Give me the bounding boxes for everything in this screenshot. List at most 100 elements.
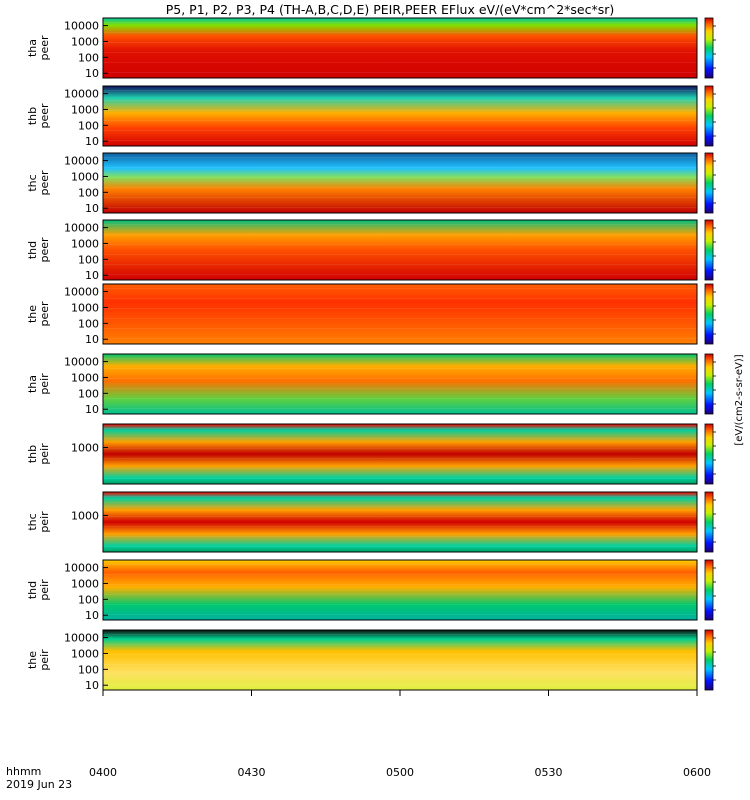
panel-tha-peer: 10 100 1000 10000 thapeer: [26, 17, 698, 80]
y-axis-label: thdpeir: [26, 579, 51, 601]
y-axis-label-line: peir: [38, 373, 51, 395]
texture-stripe: [103, 398, 697, 399]
texture-stripe: [103, 187, 697, 188]
texture-stripe: [103, 130, 697, 131]
texture-stripe: [103, 604, 697, 605]
y-tick-label: 1000: [71, 170, 99, 183]
texture-stripe: [103, 318, 697, 319]
colorbar: [704, 559, 716, 621]
colorbar-strip: [704, 423, 714, 485]
y-tick-label: 10000: [64, 20, 99, 33]
texture-stripe: [103, 526, 697, 527]
texture-stripe: [103, 644, 697, 645]
colorbar: [704, 423, 716, 485]
spectrogram-the-peer: [103, 284, 697, 344]
colorbar: [704, 353, 716, 415]
texture-stripe: [103, 264, 697, 265]
y-tick-label: 10: [85, 679, 99, 692]
panel-frame: [102, 85, 698, 147]
spectrogram-thd-peir: [103, 560, 697, 620]
colorbar: [704, 17, 716, 79]
colorbar: [704, 491, 716, 553]
y-axis-label-line: thd: [26, 241, 39, 259]
y-tick-label: 10000: [64, 562, 99, 575]
y-tick-label: 100: [78, 253, 99, 266]
texture-stripe: [103, 634, 697, 635]
x-tick-label: 0430: [238, 766, 266, 779]
y-axis-label-line: thc: [26, 174, 39, 191]
texture-stripe: [103, 458, 697, 459]
y-axis-label-line: peir: [38, 443, 51, 465]
texture-stripe: [103, 197, 697, 198]
y-axis-label-line: thb: [26, 107, 39, 125]
y-tick-label: 10: [85, 333, 99, 346]
texture-stripe: [103, 244, 697, 245]
texture-stripe: [103, 506, 697, 507]
colorbar-strip: [704, 559, 714, 621]
date-label: 2019 Jun 23: [6, 778, 72, 791]
panels: 10100100010000thapeer10100100010000thbpe…: [26, 17, 698, 692]
texture-stripe: [103, 90, 697, 91]
spectrogram-thb-peer: [103, 86, 697, 146]
y-tick-label: 100: [78, 593, 99, 606]
y-axis-label: thcpeir: [26, 511, 51, 533]
texture-stripe: [103, 234, 697, 235]
x-axis: 0400 0430 0500 0530 0600: [89, 690, 711, 779]
texture-stripe: [103, 368, 697, 369]
texture-stripe: [103, 378, 697, 379]
texture-stripe: [103, 157, 697, 158]
y-tick-label: 10000: [64, 155, 99, 168]
panel-thd-peir: 10 100 1000 10000 thdpeir: [26, 559, 698, 622]
texture-stripe: [103, 207, 697, 208]
y-axis-label-line: peer: [38, 103, 51, 129]
y-tick-label: 10: [85, 609, 99, 622]
texture-stripe: [103, 358, 697, 359]
y-tick-label: 10: [85, 67, 99, 80]
texture-stripe: [103, 594, 697, 595]
texture-stripe: [103, 574, 697, 575]
texture-stripe: [103, 100, 697, 101]
texture-stripe: [103, 338, 697, 339]
panel-thb-peer: 10 100 1000 10000 thbpeer: [26, 85, 698, 148]
panel-the-peer: 10 100 1000 10000 thepeer: [26, 283, 698, 346]
colorbars: [eV/(cm2-s-sr-eV)]: [704, 17, 745, 691]
y-axis-label-line: peer: [38, 301, 51, 327]
colorbar: [704, 629, 716, 691]
texture-stripe: [103, 546, 697, 547]
y-axis-label: thapeer: [26, 35, 51, 61]
y-axis-label: thcpeer: [26, 170, 51, 196]
texture-stripe: [103, 674, 697, 675]
colorbar: [704, 85, 716, 147]
panel-frame: [102, 17, 698, 79]
y-tick-label: 100: [78, 186, 99, 199]
spectrogram-thb-peir: [103, 424, 697, 484]
texture-stripe: [103, 32, 697, 33]
texture-stripe: [103, 438, 697, 439]
panel-frame: [102, 423, 698, 485]
y-tick-label: 100: [78, 51, 99, 64]
y-axis-label-line: tha: [26, 375, 39, 393]
colorbar-strip: [704, 353, 714, 415]
x-tick-label: 0400: [89, 766, 117, 779]
y-tick-label: 10: [85, 269, 99, 282]
texture-stripe: [103, 684, 697, 685]
panel-frame: [102, 353, 698, 415]
y-tick-label: 1000: [71, 441, 99, 454]
panel-tha-peir: 10 100 1000 10000 thapeir: [26, 353, 698, 416]
texture-stripe: [103, 654, 697, 655]
y-axis-label: thapeir: [26, 373, 51, 395]
time-label: hhmm: [6, 765, 41, 778]
y-tick-label: 1000: [71, 509, 99, 522]
panel-frame: [102, 491, 698, 553]
colorbar-unit-label: [eV/(cm2-s-sr-eV)]: [734, 354, 745, 445]
y-axis-label-line: thd: [26, 581, 39, 599]
texture-stripe: [103, 52, 697, 53]
y-tick-label: 10000: [64, 356, 99, 369]
y-tick-label: 100: [78, 387, 99, 400]
y-axis-label: thepeer: [26, 301, 51, 327]
spectrogram-tha-peir: [103, 354, 697, 414]
y-axis-label-line: the: [26, 651, 39, 669]
texture-stripe: [103, 288, 697, 289]
y-tick-label: 10000: [64, 632, 99, 645]
y-tick-label: 10000: [64, 286, 99, 299]
